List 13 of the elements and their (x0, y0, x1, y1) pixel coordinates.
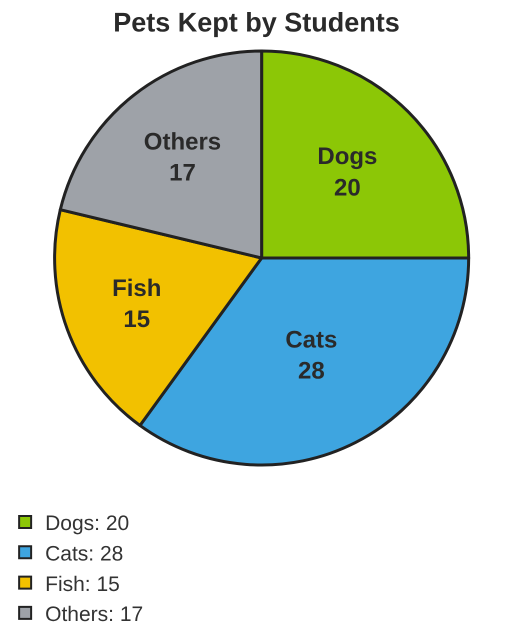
data-label: 28 (298, 358, 325, 385)
data-label: 20 (334, 174, 361, 202)
slice-label: Cats (285, 326, 338, 354)
text: Others: 17 (45, 603, 144, 626)
text: Dogs: 20 (45, 512, 130, 536)
slice-label: Others (144, 128, 222, 156)
text: Cats: 28 (45, 542, 124, 566)
slice-label: Dogs (317, 143, 378, 170)
text: Fish: 15 (45, 572, 120, 596)
data-label: 15 (123, 306, 150, 334)
data-label: 17 (169, 160, 196, 187)
chart-title: Pets Kept by Students (113, 8, 400, 38)
slice-label: Fish (112, 274, 162, 302)
